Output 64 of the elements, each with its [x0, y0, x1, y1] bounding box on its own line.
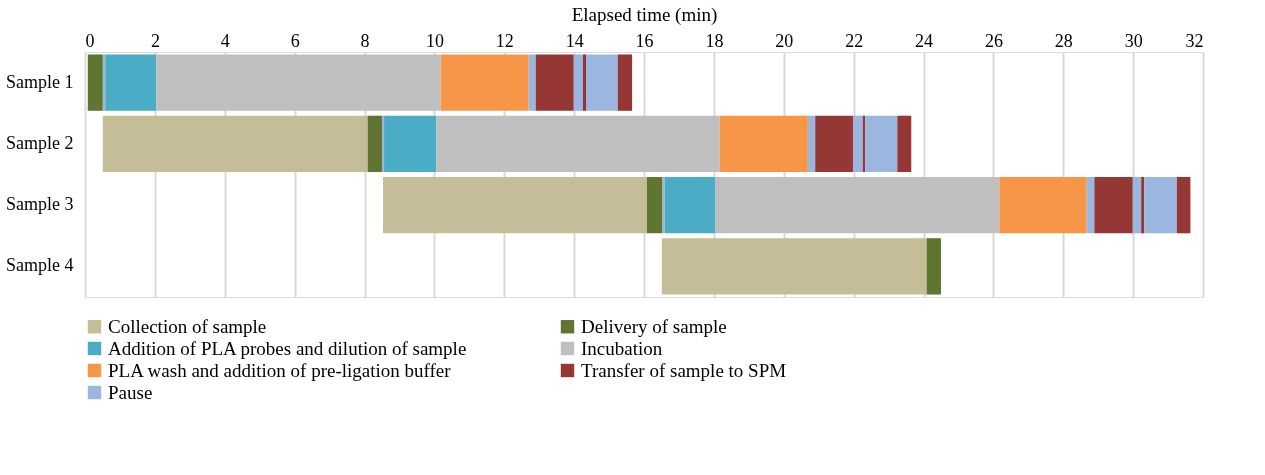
x-tick-label: 32 [1185, 30, 1204, 51]
bar [367, 115, 382, 173]
bar [102, 115, 368, 173]
y-tick-label: Sample 3 [6, 194, 74, 215]
legend-label: Incubation [581, 337, 663, 359]
legend-label: Transfer of sample to SPM [581, 359, 787, 381]
bar [662, 176, 665, 234]
bar [617, 54, 633, 111]
bar [384, 115, 437, 173]
bar [586, 54, 618, 111]
bar [815, 115, 854, 173]
bar [87, 54, 103, 111]
bar [646, 176, 663, 234]
x-tick-label: 2 [150, 30, 160, 51]
bar [582, 54, 586, 111]
bar [440, 54, 529, 111]
bar [156, 54, 441, 111]
x-tick-label: 20 [775, 30, 794, 51]
legend-label: PLA wash and addition of pre-ligation buffer [108, 359, 452, 381]
bar [1132, 176, 1142, 234]
bar [865, 115, 898, 173]
x-axis-title: Elapsed time (min) [571, 3, 718, 26]
legend-label: Collection of sample [108, 315, 267, 337]
legend-label: Addition of PLA probes and dilution of sample [108, 337, 467, 359]
y-tick-label: Sample 2 [6, 132, 74, 153]
bar [573, 54, 583, 111]
x-tick-label: 12 [495, 30, 514, 51]
y-tick-label: Sample 4 [6, 255, 74, 276]
bar [897, 115, 912, 173]
bar [715, 176, 1000, 234]
x-tick-label: 18 [705, 30, 724, 51]
bar [719, 115, 808, 173]
y-tick-label: Sample 1 [6, 71, 74, 92]
bar [436, 115, 720, 173]
bar [381, 115, 385, 173]
bar [1086, 176, 1095, 234]
bar [535, 54, 574, 111]
bar [1144, 176, 1177, 234]
bar [999, 176, 1087, 234]
bar [807, 115, 816, 173]
x-tick-label: 10 [425, 30, 444, 51]
x-tick-label: 28 [1054, 30, 1073, 51]
x-tick-label: 26 [984, 30, 1003, 51]
x-tick-label: 30 [1124, 30, 1143, 51]
x-tick-label: 8 [360, 30, 370, 51]
x-tick-label: 14 [565, 30, 584, 51]
bar [926, 238, 941, 295]
x-tick-label: 22 [845, 30, 864, 51]
bar [383, 176, 647, 234]
legend-label: Delivery of sample [581, 315, 727, 337]
x-tick-label: 24 [915, 30, 933, 51]
bar [1176, 176, 1191, 234]
bar [853, 115, 863, 173]
bar [105, 54, 157, 111]
x-tick-label: 0 [85, 30, 95, 51]
legend-label: Pause [108, 381, 153, 403]
bar [664, 176, 716, 234]
x-tick-label: 6 [290, 30, 300, 51]
bar [528, 54, 536, 111]
x-tick-label: 4 [220, 30, 230, 51]
bar [1094, 176, 1133, 234]
x-tick-label: 16 [635, 30, 654, 51]
bar [661, 238, 927, 295]
bar [1141, 176, 1145, 234]
